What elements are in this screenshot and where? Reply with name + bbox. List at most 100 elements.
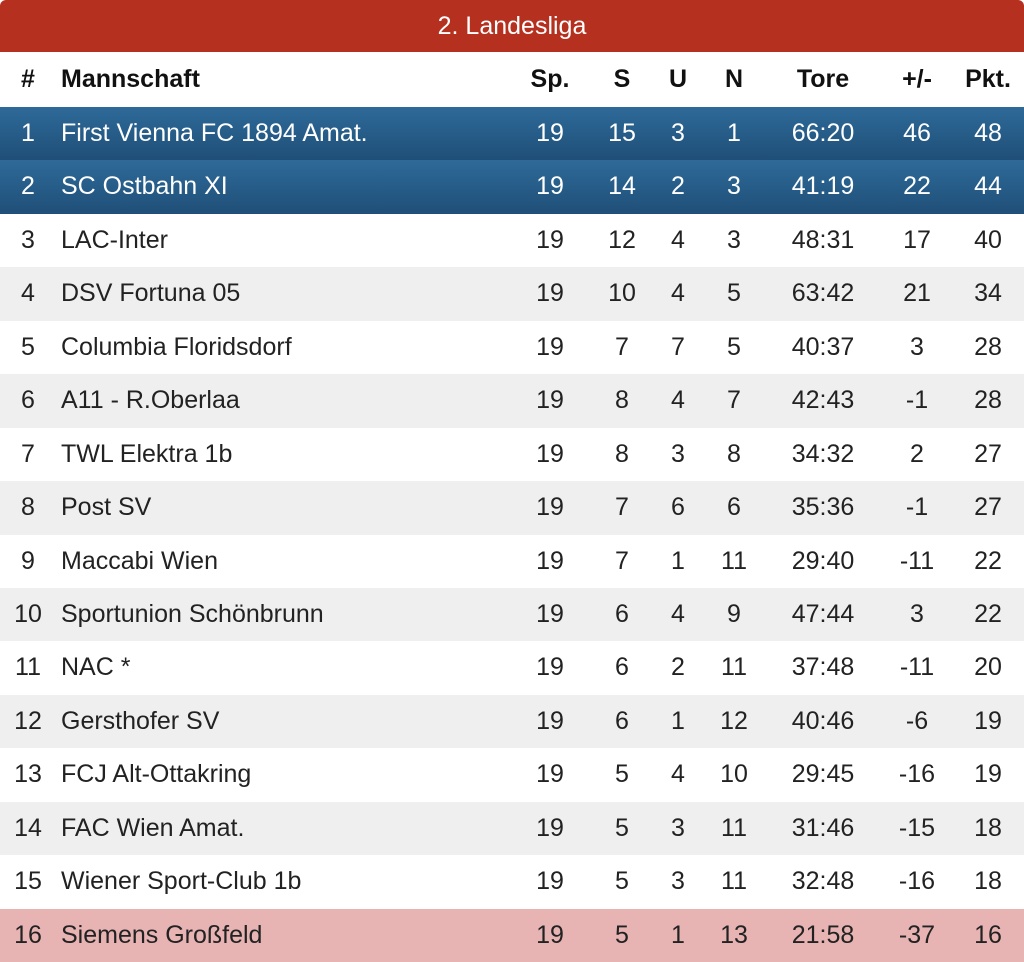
table-cell: LAC-Inter [61,225,168,254]
table-row: 9 Maccabi Wien 19 7 1 11 29:40 -11 22 [0,535,1024,588]
table-cell: -16 [898,760,936,789]
header-cell: Mannschaft [61,65,200,93]
table-cell: 1 [671,920,685,949]
table-cell: 4 [671,760,685,789]
table-cell: 19 [536,653,564,682]
table-cell: 19 [974,760,1002,789]
table-cell: First Vienna FC 1894 Amat. [61,119,368,147]
table-cell: 6 [21,386,35,415]
table-cell: 11 [721,546,747,575]
table-cell: 19 [536,279,564,308]
table-cell: 8 [615,439,629,468]
table-cell: -16 [898,867,936,896]
table-cell: 32:48 [791,867,855,896]
table-cell: 2 [21,172,35,201]
table-row: 1 First Vienna FC 1894 Amat. 19 15 3 1 66:20 46… [0,107,1024,161]
table-cell: 19 [536,867,564,896]
table-cell: 19 [974,706,1002,735]
table-cell: 12 [720,706,748,735]
table-cell: 19 [536,599,564,628]
table-cell: 1 [727,119,741,147]
table-cell: 14 [608,172,636,201]
table-cell: 6 [615,706,629,735]
table-cell: 22 [974,599,1002,628]
table-cell: 12 [608,225,636,254]
table-cell: 6 [615,653,629,682]
table-cell: 19 [536,493,564,522]
table-cell: 37:48 [791,653,855,682]
table-cell: 19 [536,225,564,254]
table-cell: 14 [14,813,42,842]
table-cell: 10 [14,599,42,628]
table-cell: 11 [721,813,747,842]
table-row: 3 LAC-Inter 19 12 4 3 48:31 17 40 [0,214,1024,267]
table-cell: 7 [615,493,629,522]
table-cell: 3 [671,119,685,147]
table-cell: 19 [536,172,564,201]
table-cell: -37 [898,920,936,949]
table-cell: 4 [671,386,685,415]
table-cell: 3 [671,867,685,896]
table-cell: 15 [608,119,636,147]
table-row: 15 Wiener Sport-Club 1b 19 5 3 11 32:48 -16 18 [0,855,1024,908]
header-row: # Mannschaft Sp. S U N Tore +/- Pkt. [0,52,1024,107]
table-cell: 8 [727,439,741,468]
table-cell: 7 [671,332,685,361]
header-cell: U [668,65,688,93]
table-cell: 44 [974,172,1002,201]
table-cell: FAC Wien Amat. [61,813,245,842]
table-cell: NAC * [61,653,131,682]
table-title: 2. Landesliga [0,0,1024,52]
table-cell: 8 [615,386,629,415]
table-cell: 19 [536,119,564,147]
table-cell: -1 [905,386,929,415]
table-cell: 19 [536,386,564,415]
table-cell: 9 [21,546,35,575]
table-cell: 21 [903,279,931,308]
table-cell: Gersthofer SV [61,706,220,735]
table-row: 16 Siemens Großfeld 19 5 1 13 21:58 -37 16 [0,908,1024,962]
table-cell: 11 [15,653,41,682]
table-row: 14 FAC Wien Amat. 19 5 3 11 31:46 -15 18 [0,801,1024,856]
table-cell: 41:19 [791,172,855,201]
table-cell: 29:40 [791,546,855,575]
table-cell: 40:37 [791,332,855,361]
table-row: 6 A11 - R.Oberlaa 19 8 4 7 42:43 -1 28 [0,374,1024,428]
table-cell: 3 [671,813,685,842]
table-cell: 19 [536,920,564,949]
table-cell: 7 [615,332,629,361]
table-cell: 11 [721,653,747,682]
table-cell: 19 [536,813,564,842]
table-cell: 27 [974,439,1002,468]
table-cell: 15 [14,867,42,896]
table-row: 13 FCJ Alt-Ottakring 19 5 4 10 29:45 -16 19 [0,748,1024,801]
table-cell: 1 [21,119,35,147]
table-cell: 9 [727,599,741,628]
table-cell: 21:58 [791,920,855,949]
table-cell: 28 [974,332,1002,361]
table-cell: 1 [671,546,685,575]
table-cell: 2 [910,439,924,468]
table-cell: 13 [14,760,42,789]
table-cell: 13 [720,920,748,949]
table-cell: 34:32 [791,439,855,468]
table-cell: -15 [898,813,936,842]
table-cell: -11 [899,653,935,682]
table-cell: 3 [727,225,741,254]
table-cell: 29:45 [791,760,855,789]
table-cell: 6 [615,599,629,628]
header-cell: N [724,65,744,93]
table-cell: 16 [974,920,1002,949]
table-cell: Sportunion Schönbrunn [61,599,324,628]
table-cell: 22 [974,546,1002,575]
table-cell: 3 [727,172,741,201]
table-cell: 46 [903,119,931,147]
table-cell: Columbia Floridsdorf [61,332,292,361]
table-cell: 16 [14,920,42,949]
table-cell: Maccabi Wien [61,546,218,575]
table-cell: 5 [727,279,741,308]
table-row: 8 Post SV 19 7 6 6 35:36 -1 27 [0,481,1024,535]
table-cell: 4 [671,279,685,308]
table-cell: 47:44 [791,599,855,628]
table-cell: 3 [910,332,924,361]
